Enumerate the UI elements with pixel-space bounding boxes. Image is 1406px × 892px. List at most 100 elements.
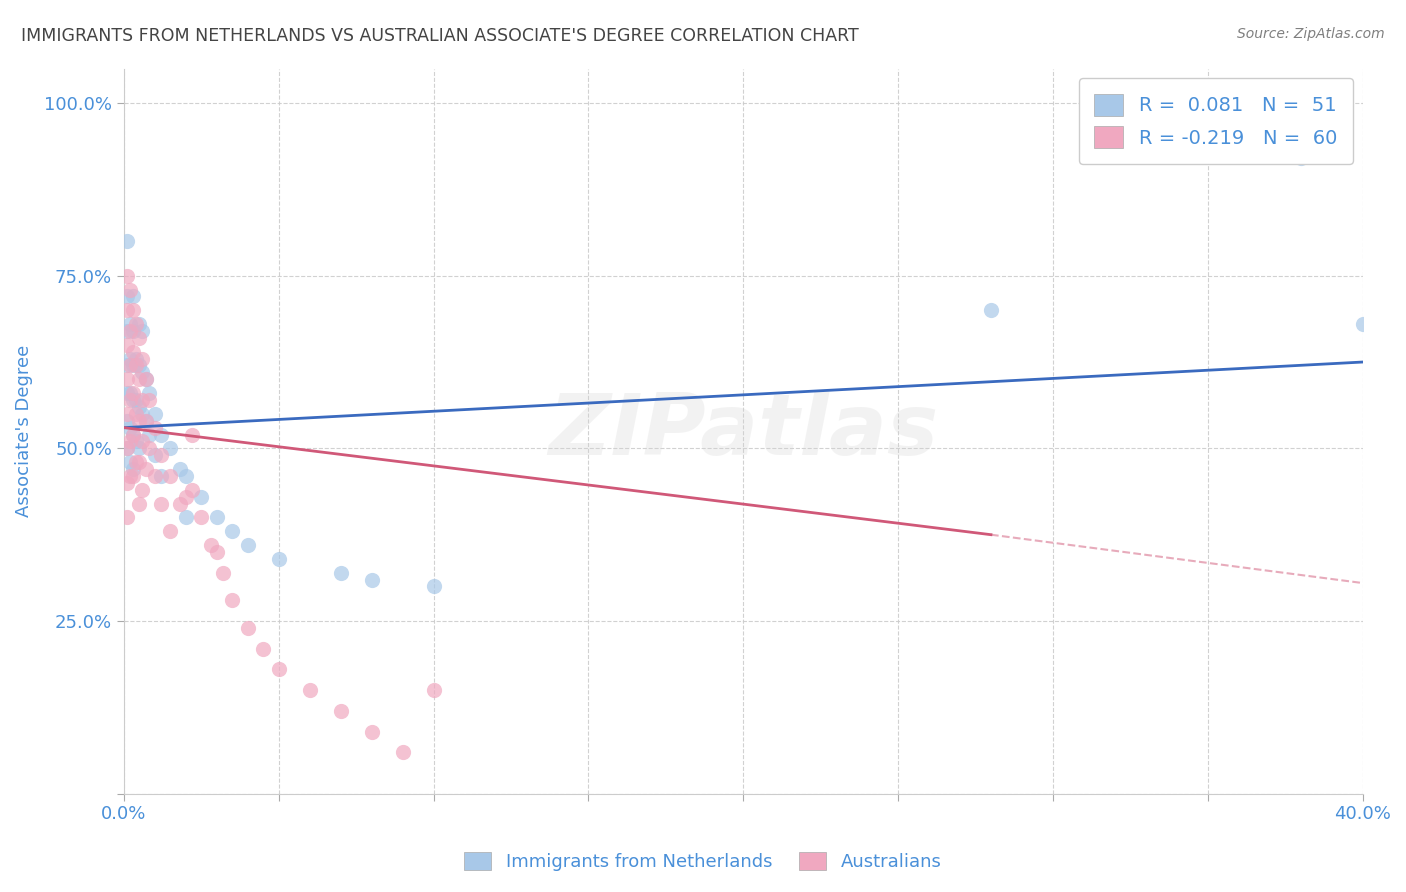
Point [115,372,138,386]
Point [131,434,153,449]
Point [120,434,142,449]
Point [221,593,243,607]
Point [128,359,150,373]
Point [120,386,142,401]
Point [360,573,382,587]
Point [128,455,150,469]
Point [120,351,142,366]
Point [135,372,157,386]
Point [115,386,138,401]
Point [128,442,150,456]
Point [190,510,212,524]
Point [135,372,157,386]
Point [131,407,153,421]
Point [174,469,197,483]
Point [174,490,197,504]
Point [122,427,145,442]
Point [138,392,160,407]
Point [131,365,153,379]
Point [138,442,160,456]
Point [135,462,157,476]
Point [236,621,259,635]
Point [1351,317,1374,331]
Text: Source: ZipAtlas.com: Source: ZipAtlas.com [1237,27,1385,41]
Point [221,524,243,539]
Point [135,414,157,428]
Point [190,490,212,504]
Point [115,324,138,338]
Point [329,566,352,580]
Point [181,483,204,497]
Point [122,392,145,407]
Point [115,289,138,303]
Point [131,324,153,338]
Point [122,359,145,373]
Point [115,407,138,421]
Point [143,448,166,462]
Point [115,303,138,318]
Point [122,344,145,359]
Point [138,427,160,442]
Point [120,420,142,434]
Point [120,283,142,297]
Point [159,442,181,456]
Point [115,442,138,456]
Point [115,414,138,428]
Point [252,641,274,656]
Point [174,510,197,524]
Point [135,414,157,428]
Point [150,497,173,511]
Point [422,579,444,593]
Point [120,317,142,331]
Point [980,303,1002,318]
Point [128,400,150,414]
Point [128,372,150,386]
Text: ZIPatlas: ZIPatlas [548,390,938,473]
Point [298,683,321,698]
Point [200,538,222,552]
Point [125,392,148,407]
Point [267,662,290,676]
Point [159,524,181,539]
Point [128,497,150,511]
Point [205,510,228,524]
Point [329,704,352,718]
Point [115,510,138,524]
Text: IMMIGRANTS FROM NETHERLANDS VS AUSTRALIAN ASSOCIATE'S DEGREE CORRELATION CHART: IMMIGRANTS FROM NETHERLANDS VS AUSTRALIA… [21,27,859,45]
Point [205,545,228,559]
Point [122,303,145,318]
Point [212,566,235,580]
Point [120,359,142,373]
Point [120,324,142,338]
Point [122,427,145,442]
Point [143,407,166,421]
Point [120,469,142,483]
Point [181,427,204,442]
Point [159,469,181,483]
Legend: Immigrants from Netherlands, Australians: Immigrants from Netherlands, Australians [457,845,949,879]
Point [422,683,444,698]
Point [150,427,173,442]
Point [128,414,150,428]
Point [143,420,166,434]
Point [391,745,413,759]
Point [115,234,138,248]
Point [122,324,145,338]
Point [267,552,290,566]
Point [1289,151,1312,165]
Point [236,538,259,552]
Point [122,289,145,303]
Point [115,268,138,283]
Point [150,469,173,483]
Point [115,359,138,373]
Point [131,483,153,497]
Point [169,497,191,511]
Point [115,475,138,490]
Point [125,407,148,421]
Point [128,317,150,331]
Point [128,331,150,345]
Point [125,455,148,469]
Point [360,724,382,739]
Y-axis label: Associate's Degree: Associate's Degree [15,345,32,517]
Point [120,392,142,407]
